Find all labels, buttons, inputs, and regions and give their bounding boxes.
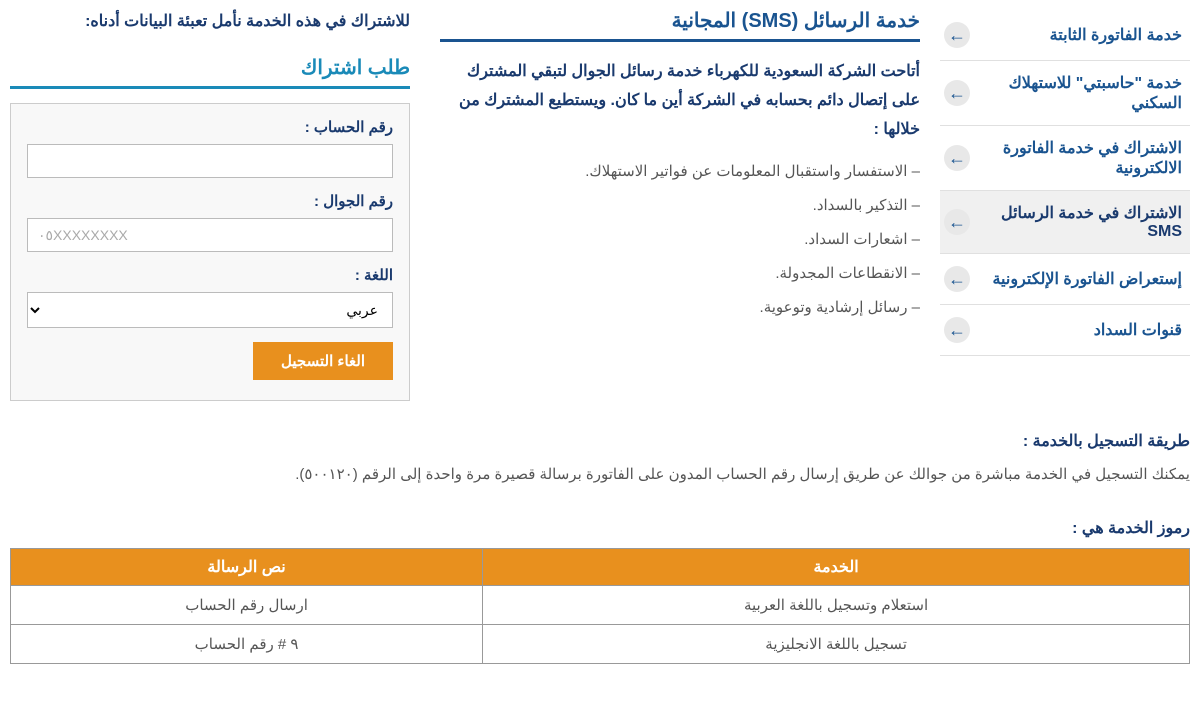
sidebar-item-label: قنوات السداد (970, 320, 1182, 340)
feature-list: – الاستفسار واستقبال المعلومات عن فواتير… (440, 162, 920, 316)
sidebar-item-label: الاشتراك في خدمة الفاتورة الالكترونية (970, 138, 1182, 178)
sidebar-item-view-ebill[interactable]: إستعراض الفاتورة الإلكترونية ← (940, 254, 1190, 305)
codes-heading: رموز الخدمة هي : (10, 518, 1190, 538)
sidebar-item-label: إستعراض الفاتورة الإلكترونية (970, 269, 1182, 289)
registration-text: يمكنك التسجيل في الخدمة مباشرة من جوالك … (10, 461, 1190, 488)
page-title: خدمة الرسائل (SMS) المجانية (440, 8, 920, 42)
arrow-left-icon: ← (944, 266, 970, 292)
table-cell: ارسال رقم الحساب (11, 585, 483, 624)
table-cell: تسجيل باللغة الانجليزية (483, 624, 1190, 663)
form-instruction: للاشتراك في هذه الخدمة نأمل تعبئة البيان… (10, 8, 410, 37)
sidebar-item-ebill-subscribe[interactable]: الاشتراك في خدمة الفاتورة الالكترونية ← (940, 126, 1190, 191)
arrow-left-icon: ← (944, 145, 970, 171)
arrow-left-icon: ← (944, 317, 970, 343)
account-input[interactable] (27, 144, 393, 178)
list-item: – التذكير بالسداد. (440, 196, 920, 214)
table-row: استعلام وتسجيل باللغة العربية ارسال رقم … (11, 585, 1190, 624)
table-row: تسجيل باللغة الانجليزية ٩ # رقم الحساب (11, 624, 1190, 663)
sidebar-item-sms[interactable]: الاشتراك في خدمة الرسائل SMS ← (940, 191, 1190, 254)
language-select[interactable]: عربي (27, 292, 393, 328)
sidebar-item-label: الاشتراك في خدمة الرسائل SMS (970, 203, 1182, 241)
list-item: – الانقطاعات المجدولة. (440, 264, 920, 282)
list-item: – الاستفسار واستقبال المعلومات عن فواتير… (440, 162, 920, 180)
arrow-left-icon: ← (944, 209, 970, 235)
submit-button[interactable]: الغاء التسجيل (253, 342, 393, 380)
table-header-message: نص الرسالة (11, 548, 483, 585)
arrow-left-icon: ← (944, 80, 970, 106)
language-label: اللغة : (27, 266, 393, 284)
arrow-left-icon: ← (944, 22, 970, 48)
sidebar-item-payment-channels[interactable]: قنوات السداد ← (940, 305, 1190, 356)
sidebar-item-fixed-bill[interactable]: خدمة الفاتورة الثابتة ← (940, 10, 1190, 61)
table-header-service: الخدمة (483, 548, 1190, 585)
registration-heading: طريقة التسجيل بالخدمة : (10, 431, 1190, 451)
mobile-input[interactable] (27, 218, 393, 252)
form-title: طلب اشتراك (10, 55, 410, 89)
sidebar-item-label: خدمة الفاتورة الثابتة (970, 25, 1182, 45)
codes-table: الخدمة نص الرسالة استعلام وتسجيل باللغة … (10, 548, 1190, 664)
account-label: رقم الحساب : (27, 118, 393, 136)
subscription-form: رقم الحساب : رقم الجوال : اللغة : عربي ا… (10, 103, 410, 401)
sidebar-item-calculator[interactable]: خدمة "حاسبتي" للاستهلاك السكني ← (940, 61, 1190, 126)
mobile-label: رقم الجوال : (27, 192, 393, 210)
sidebar-item-label: خدمة "حاسبتي" للاستهلاك السكني (970, 73, 1182, 113)
table-cell: ٩ # رقم الحساب (11, 624, 483, 663)
list-item: – رسائل إرشادية وتوعوية. (440, 298, 920, 316)
sidebar: خدمة الفاتورة الثابتة ← خدمة "حاسبتي" لل… (940, 0, 1190, 401)
list-item: – اشعارات السداد. (440, 230, 920, 248)
table-cell: استعلام وتسجيل باللغة العربية (483, 585, 1190, 624)
intro-text: أتاحت الشركة السعودية للكهرباء خدمة رسائ… (440, 58, 920, 144)
